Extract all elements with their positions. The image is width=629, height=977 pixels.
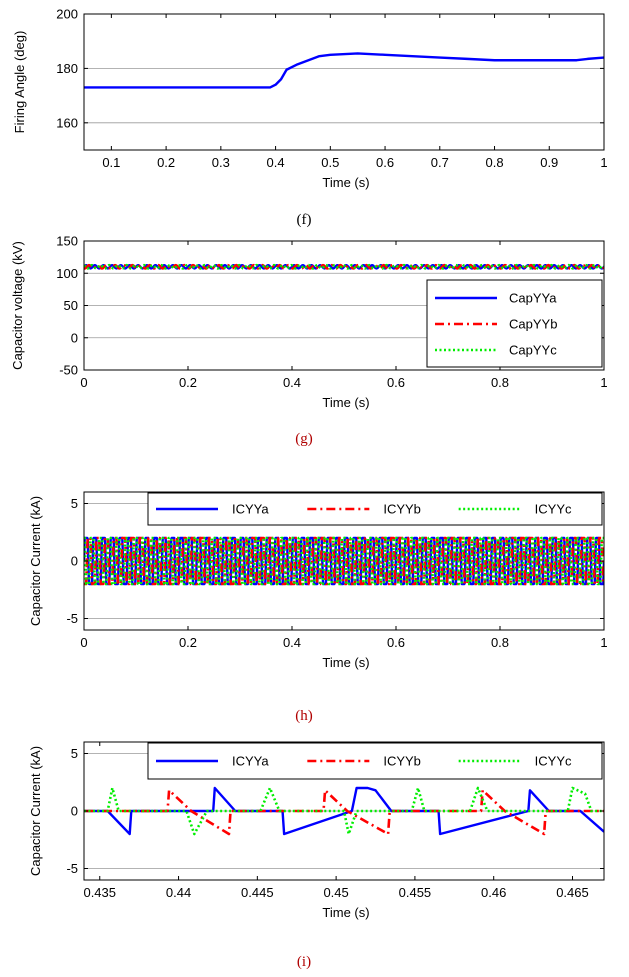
caption-i: (i): [297, 954, 311, 970]
y-tick-label: 180: [56, 61, 78, 76]
x-tick-label: 1: [600, 155, 607, 170]
series-line-icyyb: [84, 536, 604, 586]
x-tick-label: 0.455: [399, 885, 432, 900]
series-line-icyya: [84, 786, 604, 836]
series-group: [84, 52, 604, 89]
y-tick-label: 50: [64, 298, 78, 313]
series-line-icyya: [84, 536, 604, 586]
x-tick-label: 0.7: [431, 155, 449, 170]
y-tick-label: 0: [71, 554, 78, 569]
x-tick-label: 0.4: [283, 375, 301, 390]
x-tick-label: 0.8: [485, 155, 503, 170]
y-tick-label: 5: [71, 746, 78, 761]
x-tick-label: 0.46: [481, 885, 506, 900]
x-tick-label: 0.4: [283, 635, 301, 650]
y-tick-label: 5: [71, 496, 78, 511]
x-axis-label: Time (s): [322, 905, 369, 920]
x-tick-label: 0.44: [166, 885, 191, 900]
x-axis-label: Time (s): [322, 395, 369, 410]
x-tick-label: 0.8: [491, 375, 509, 390]
x-tick-label: 0.6: [376, 155, 394, 170]
caption-f: (f): [297, 212, 312, 228]
x-tick-label: 1: [600, 375, 607, 390]
x-tick-label: 0.45: [323, 885, 348, 900]
x-tick-label: 0.8: [491, 635, 509, 650]
y-tick-label: 200: [56, 7, 78, 22]
legend-label-icyyb: ICYYb: [383, 502, 421, 517]
x-tick-label: 0.5: [321, 155, 339, 170]
plot-area: [84, 14, 604, 150]
series-line-icyyc: [84, 786, 604, 836]
y-tick-label: 0: [71, 330, 78, 345]
series-group: [84, 786, 604, 836]
x-tick-label: 0.6: [387, 635, 405, 650]
y-tick-label: 160: [56, 115, 78, 130]
y-tick-label: -5: [66, 611, 78, 626]
x-tick-label: 0: [80, 375, 87, 390]
y-tick-label: 150: [56, 234, 78, 249]
series-group: [84, 263, 604, 270]
x-tick-label: 1: [600, 635, 607, 650]
legend-label-capyyc: CapYYc: [509, 343, 557, 358]
x-tick-label: 0.9: [540, 155, 558, 170]
y-axis-label: Capacitor voltage (kV): [10, 241, 25, 370]
x-tick-label: 0.2: [179, 375, 197, 390]
x-tick-label: 0.465: [556, 885, 589, 900]
x-tick-label: 0.435: [83, 885, 116, 900]
legend-label-icyya: ICYYa: [232, 502, 269, 517]
legend: ICYYa ICYYb ICYYc: [147, 492, 603, 526]
x-tick-label: 0: [80, 635, 87, 650]
y-tick-label: -5: [66, 861, 78, 876]
legend-label-icyya: ICYYa: [232, 754, 269, 769]
caption-g: (g): [295, 431, 313, 447]
x-axis-label: Time (s): [322, 175, 369, 190]
series-line-capyyc: [84, 263, 604, 270]
chart-panel-f: (f) 0.1 0.2 0.3 0.4 0.5 0.6 0.7 0.8 0.9 1 160 180 20…: [12, 7, 608, 229]
y-tick-label: 100: [56, 266, 78, 281]
series-group: [84, 536, 604, 586]
series-line-firing-angle: [84, 52, 604, 89]
series-line-capyyb: [84, 263, 604, 270]
x-tick-label: 0.2: [157, 155, 175, 170]
x-tick-label: 0.2: [179, 635, 197, 650]
legend-box: [147, 492, 603, 526]
y-axis-label: Firing Angle (deg): [12, 31, 27, 134]
y-tick-label: -50: [59, 363, 78, 378]
y-axis-label: Capacitor Current (kA): [28, 496, 43, 626]
x-tick-label: 0.3: [212, 155, 230, 170]
legend-label-icyyb: ICYYb: [383, 754, 421, 769]
legend-box: [147, 742, 603, 780]
legend-label-capyya: CapYYa: [509, 291, 557, 306]
x-tick-label: 0.4: [267, 155, 285, 170]
chart-panel-i: (i) 0.435 0.44 0.445 0.45 0.455 0.46 0.465 -5 0 5…: [28, 741, 605, 970]
x-tick-label: 0.1: [102, 155, 120, 170]
legend: ICYYa ICYYb ICYYc: [147, 742, 603, 780]
x-tick-label: 0.445: [241, 885, 274, 900]
series-line-icyyb: [84, 789, 604, 836]
x-tick-label: 0.6: [387, 375, 405, 390]
y-axis-label: Capacitor Current (kA): [28, 746, 43, 876]
legend-label-capyyb: CapYYb: [509, 317, 557, 332]
legend: CapYYa CapYYb CapYYc: [426, 279, 603, 368]
axes-frame: [83, 13, 605, 151]
legend-label-icyyc: ICYYc: [535, 502, 572, 517]
series-line-icyyc: [84, 536, 604, 586]
caption-h: (h): [295, 708, 313, 724]
legend-label-icyyc: ICYYc: [535, 754, 572, 769]
x-axis-label: Time (s): [322, 655, 369, 670]
y-tick-label: 0: [71, 804, 78, 819]
